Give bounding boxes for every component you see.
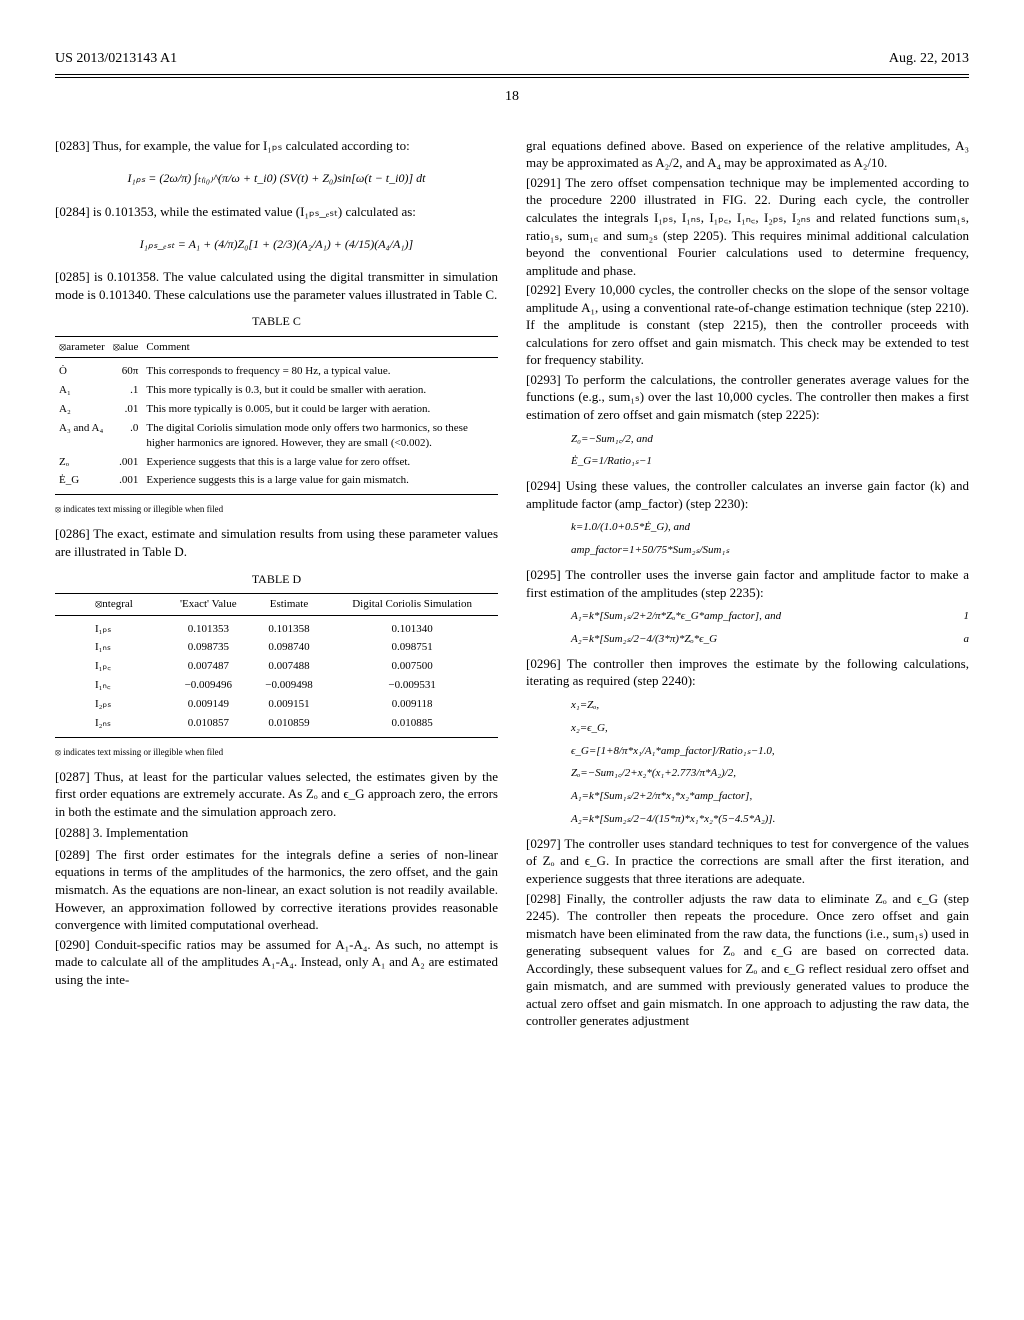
table-cell: Ė_G (55, 471, 109, 494)
table-cell: 0.101340 (326, 615, 498, 638)
formula-1: I₁ₚₛ = (2ω/π) ∫ₜ₍ᵢ₀₎^(π/ω + t_i0) (SV(t)… (55, 170, 498, 186)
rule-thin (55, 77, 969, 78)
th: Digital Coriolis Simulation (326, 594, 498, 615)
body-columns: [0283] Thus, for example, the value for … (55, 137, 969, 1032)
table-cell: I₁ₙ꜀ (55, 676, 165, 695)
table-cell: A₃ and A₄ (55, 419, 109, 453)
pub-date: Aug. 22, 2013 (889, 50, 969, 69)
para-0290: [0290] Conduit-specific ratios may be as… (55, 936, 498, 989)
para-0283: [0283] Thus, for example, the value for … (55, 137, 498, 155)
table-d-title: TABLE D (55, 571, 498, 587)
table-cell: 0.009151 (252, 695, 327, 714)
formula-3a: Z₀=−Sum₁꜀/2, and (571, 432, 969, 447)
formula-3b: Ė_G=1/Ratio₁ₛ−1 (571, 454, 969, 469)
formula-6a: x₁=Zₒ, (571, 698, 969, 713)
table-cell: .001 (109, 453, 143, 472)
table-cell: This more typically is 0.005, but it cou… (142, 400, 498, 419)
table-cell: I₁ₙₛ (55, 638, 165, 657)
table-c-title: TABLE C (55, 313, 498, 329)
th: ⦻alue (109, 337, 143, 358)
table-cell: .001 (109, 471, 143, 494)
th: Comment (142, 337, 498, 358)
table-cell: 0.010859 (252, 714, 327, 737)
formula-6b: x₂=ϵ_G, (571, 721, 969, 736)
formula-6d: Zₒ=−Sum₁꜀/2+x₂*(x₁+2.773/π*A₂)/2, (571, 766, 969, 781)
table-cell: The digital Coriolis simulation mode onl… (142, 419, 498, 453)
formula-6c: ϵ_G=[1+8/π*x₁/A₁*amp_factor]/Ratio₁ₛ−1.0… (571, 744, 969, 759)
formula-2: I₁ₚₛ_ₑₛₜ = A₁ + (4/π)Z₀[1 + (2/3)(A₂/A₁)… (55, 236, 498, 252)
table-cell: 0.098735 (165, 638, 252, 657)
table-cell: 0.098751 (326, 638, 498, 657)
column-left: [0283] Thus, for example, the value for … (55, 137, 498, 1032)
table-cell: A₂ (55, 400, 109, 419)
pub-number: US 2013/0213143 A1 (55, 50, 177, 69)
formula-4a: k=1.0/(1.0+0.5*Ė_G), and (571, 520, 969, 535)
table-cell: 60π (109, 358, 143, 381)
para-0289: [0289] The first order estimates for the… (55, 846, 498, 934)
table-cell: 0.007500 (326, 657, 498, 676)
table-cell: 0.009149 (165, 695, 252, 714)
table-cell: 0.010885 (326, 714, 498, 737)
table-cell: Experience suggests this is a large valu… (142, 471, 498, 494)
formula-4b: amp_factor=1+50/75*Sum₂ₛ/Sum₁ₛ (571, 543, 969, 558)
para-0294: [0294] Using these values, the controlle… (526, 477, 969, 512)
table-cell: 0.010857 (165, 714, 252, 737)
table-cell: A₁ (55, 381, 109, 400)
para-cont: gral equations defined above. Based on e… (526, 137, 969, 172)
column-right: gral equations defined above. Based on e… (526, 137, 969, 1032)
table-cell: 0.098740 (252, 638, 327, 657)
para-0284: [0284] is 0.101353, while the estimated … (55, 203, 498, 221)
table-d: ⦻ntegral 'Exact' Value Estimate Digital … (55, 593, 498, 738)
footnote-d: ⦻ indicates text missing or illegible wh… (55, 746, 498, 758)
para-0298: [0298] Finally, the controller adjusts t… (526, 890, 969, 1030)
para-0286: [0286] The exact, estimate and simulatio… (55, 525, 498, 560)
table-cell: 0.007488 (252, 657, 327, 676)
table-cell: .1 (109, 381, 143, 400)
table-cell: I₁ₚ꜀ (55, 657, 165, 676)
para-0285: [0285] is 0.101358. The value calculated… (55, 268, 498, 303)
page-header: US 2013/0213143 A1 Aug. 22, 2013 (55, 50, 969, 69)
formula-5b: A₂=k*[Sum₂ₛ/2−4/(3*π)*Zₒ*ϵ_Ga (571, 632, 969, 647)
th: Estimate (252, 594, 327, 615)
page-number: 18 (55, 88, 969, 107)
formula-6f: A₂=k*[Sum₂ₛ/2−4/(15*π)*x₁*x₂*(5−4.5*A₂)]… (571, 812, 969, 827)
para-0287: [0287] Thus, at least for the particular… (55, 768, 498, 821)
formula-5a: A₁=k*[Sum₁ₛ/2+2/π*Zₒ*ϵ_G*amp_factor], an… (571, 609, 969, 624)
formula-6e: A₁=k*[Sum₁ₛ/2+2/π*x₁*x₂*amp_factor], (571, 789, 969, 804)
table-cell: −0.009496 (165, 676, 252, 695)
para-0296: [0296] The controller then improves the … (526, 655, 969, 690)
th: 'Exact' Value (165, 594, 252, 615)
table-cell: −0.009531 (326, 676, 498, 695)
table-cell: Experience suggests that this is a large… (142, 453, 498, 472)
para-0295: [0295] The controller uses the inverse g… (526, 566, 969, 601)
table-cell: This more typically is 0.3, but it could… (142, 381, 498, 400)
th: ⦻ntegral (55, 594, 165, 615)
table-cell: This corresponds to frequency = 80 Hz, a… (142, 358, 498, 381)
table-cell: 0.009118 (326, 695, 498, 714)
table-cell: I₂ₙₛ (55, 714, 165, 737)
table-cell: .0 (109, 419, 143, 453)
table-cell: −0.009498 (252, 676, 327, 695)
table-cell: .01 (109, 400, 143, 419)
table-cell: I₂ₚₛ (55, 695, 165, 714)
table-cell: Zₒ (55, 453, 109, 472)
table-cell: Ȯ (55, 358, 109, 381)
para-0288: [0288] 3. Implementation (55, 824, 498, 842)
para-0297: [0297] The controller uses standard tech… (526, 835, 969, 888)
table-cell: 0.007487 (165, 657, 252, 676)
para-0293: [0293] To perform the calculations, the … (526, 371, 969, 424)
table-cell: I₁ₚₛ (55, 615, 165, 638)
para-0291: [0291] The zero offset compensation tech… (526, 174, 969, 279)
rule-thick (55, 74, 969, 75)
footnote-c: ⦻ indicates text missing or illegible wh… (55, 503, 498, 515)
table-cell: 0.101353 (165, 615, 252, 638)
table-cell: 0.101358 (252, 615, 327, 638)
table-c: ⦻arameter ⦻alue Comment Ȯ60πThis corresp… (55, 336, 498, 496)
para-0292: [0292] Every 10,000 cycles, the controll… (526, 281, 969, 369)
th: ⦻arameter (55, 337, 109, 358)
